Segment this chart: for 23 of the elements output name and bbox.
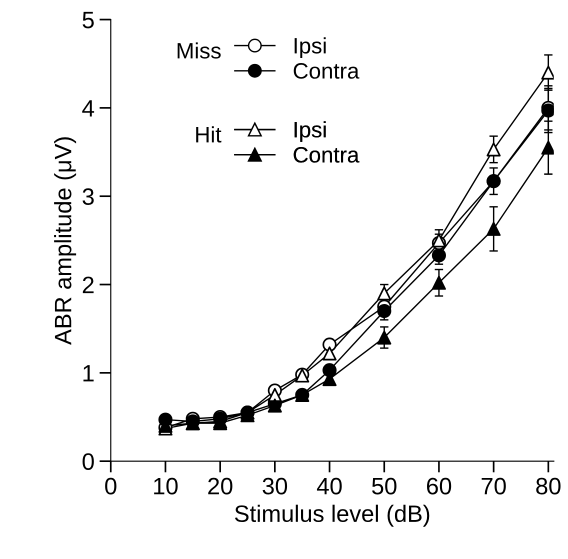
- x-tick-label: 30: [262, 478, 288, 494]
- y-tick-label: 0: [82, 453, 94, 470]
- x-tick-label: 40: [316, 478, 342, 494]
- x-tick-label: 70: [482, 478, 506, 494]
- x-tick-label: 60: [427, 478, 452, 494]
- x-axis-title: Stimulus level (dB): [234, 504, 430, 527]
- x-tick-label: 80: [536, 478, 561, 494]
- y-tick-label: 1: [83, 365, 94, 382]
- legend-label: Ipsi: [294, 37, 326, 58]
- y-tick-label: 3: [82, 188, 94, 205]
- y-tick-label: 5: [82, 12, 94, 28]
- legend-label: Contra: [294, 146, 360, 163]
- x-tick-label: 50: [372, 478, 396, 494]
- x-tick-label: 0: [105, 478, 116, 494]
- annotation: Miss: [178, 42, 221, 59]
- y-tick-label: 4: [82, 100, 94, 116]
- x-tick-label: 20: [208, 478, 232, 494]
- y-axis-title: ABR amplitude (μV): [54, 137, 76, 345]
- legend-label: Contra: [294, 63, 360, 79]
- annotation: Hit: [196, 126, 222, 143]
- y-tick-label: 2: [82, 276, 94, 294]
- x-tick-label: 10: [154, 478, 178, 494]
- legend-label: Ipsi: [294, 121, 326, 142]
